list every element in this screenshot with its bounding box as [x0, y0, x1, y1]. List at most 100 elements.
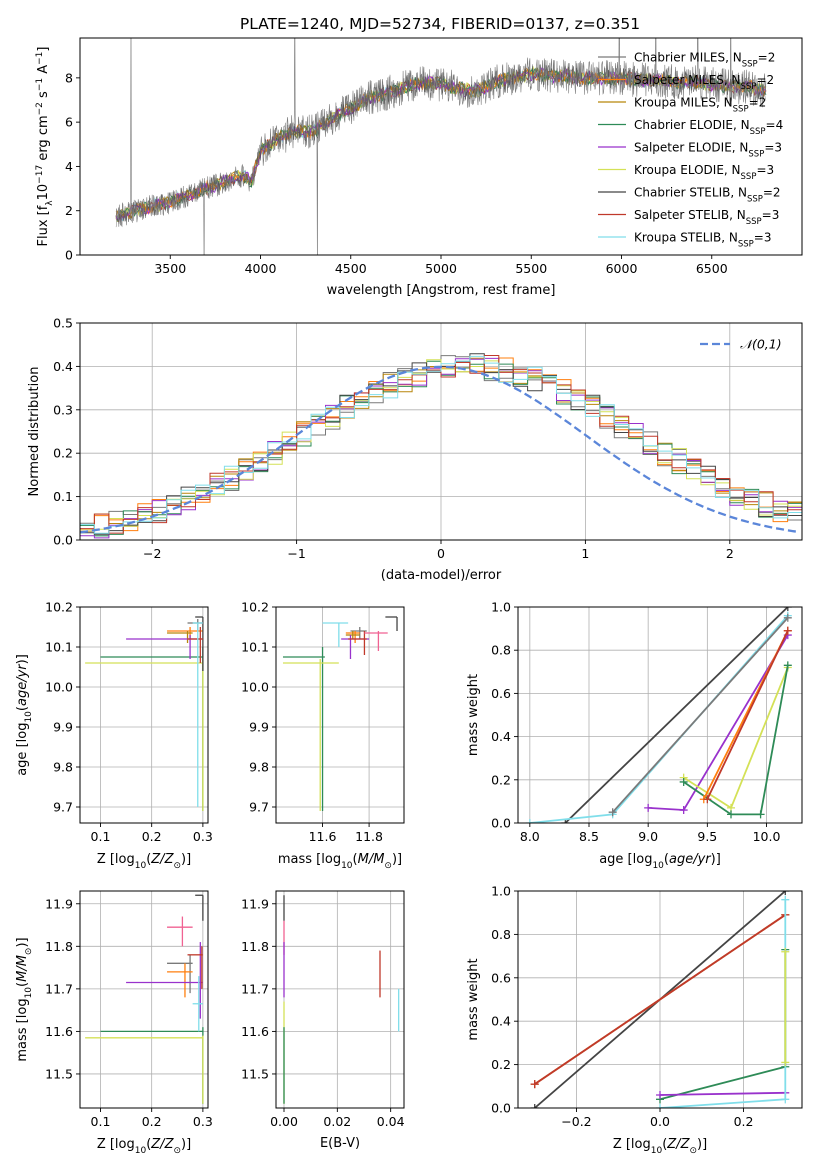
- mass_vs_Z-xlabel-part: ⊙: [173, 1146, 181, 1156]
- legend-label: Chabrier ELODIE, NSSP=4: [634, 118, 783, 137]
- errorbar-point: [348, 631, 367, 655]
- legend-label: 𝒩(0,1): [740, 337, 782, 352]
- y-tick-label: 8: [65, 70, 73, 85]
- x-tick-label: 11.8: [355, 829, 383, 844]
- mass_vs_ebv-plot-area: [283, 895, 400, 1104]
- legend-label-tail: =4: [766, 118, 784, 132]
- age_vs_mass-xlabel-part: (: [353, 852, 358, 867]
- spectrum-ylabel-part: −2: [35, 102, 45, 115]
- weight-line: [534, 914, 786, 1085]
- errorbar-point: [322, 622, 349, 647]
- legend-label-tail: =3: [764, 141, 782, 155]
- y-tick-label: 11.9: [241, 896, 269, 911]
- mass_weight_vs_Z-frame: [517, 890, 803, 1109]
- legend-label-text: Chabrier ELODIE, N: [634, 118, 750, 132]
- weight-marker: [781, 891, 790, 895]
- y-tick-label: 11.6: [45, 1024, 73, 1039]
- legend-label: Chabrier MILES, NSSP=2: [634, 51, 775, 70]
- errorbar-point: [167, 954, 193, 994]
- age_vs_mass-xlabel-part: ⊙: [384, 861, 392, 871]
- errorbar-point: [195, 894, 204, 921]
- weight-marker: [530, 1104, 539, 1108]
- y-tick-label: 11.5: [241, 1066, 269, 1081]
- y-tick-label: 9.7: [53, 800, 73, 815]
- spectrum-xlabel: wavelength [Angstrom, rest frame]: [327, 283, 556, 298]
- mass_vs_Z-xlabel-part: (: [146, 1137, 151, 1152]
- observed-spectrum-dark: [115, 65, 767, 228]
- spectrum-ylabel-part: erg cm: [36, 115, 51, 164]
- errorbar-point: [187, 627, 203, 663]
- weight-marker: [679, 777, 688, 786]
- spectrum-frame: [79, 37, 803, 256]
- legend-label-tail: =3: [756, 163, 774, 177]
- y-tick-label: 10.2: [45, 600, 73, 615]
- errorbar-point: [195, 616, 204, 671]
- mass_vs_Z-ylabel-part: M/M: [15, 955, 30, 982]
- y-tick-label: 9.8: [53, 760, 73, 775]
- age_vs_Z-ylabel-part: 10: [24, 711, 34, 723]
- x-tick-label: 0: [437, 546, 445, 561]
- mass_weight_vs_age-xlabel-part: (: [664, 852, 669, 867]
- mass_weight_vs_age-xlabel-part: )]: [711, 852, 721, 867]
- age_vs_mass-xlabel-part: 10: [341, 861, 353, 871]
- mass_weight_vs_age-xlabel-part: 10: [652, 861, 664, 871]
- x-tick-label: 8.5: [579, 829, 599, 844]
- mass_weight_vs_Z-xlabel-part: Z/Z: [666, 1137, 690, 1152]
- age_vs_mass-frame: [275, 606, 405, 824]
- x-tick-label: 5000: [425, 261, 457, 276]
- mass_vs_Z-panel: 0.1 0.2 0.311.511.611.711.811.9Z [log10(Z/…: [15, 890, 213, 1156]
- age_vs_Z-xlabel: Z [log10(Z/Z⊙)]: [97, 852, 191, 871]
- y-tick-label: 0.4: [53, 359, 73, 374]
- legend-label-sub: SSP: [746, 217, 762, 227]
- x-tick-label: 4500: [335, 261, 367, 276]
- errorbar-point: [167, 916, 193, 947]
- x-tick-label: 0.04: [377, 1114, 405, 1129]
- x-tick-label: 8.0: [520, 829, 540, 844]
- residuals-xlabel: (data-model)/error: [381, 568, 502, 583]
- x-tick-label: −0.2: [561, 1114, 591, 1129]
- mass_vs_Z-ylabel-part: (: [15, 982, 30, 987]
- residuals-ylabel: Normed distribution: [27, 367, 42, 497]
- mass_vs_Z-ylabel-part: 10: [24, 987, 34, 999]
- spectrum-ylabel-part: −1: [35, 52, 45, 65]
- legend-label-tail: =2: [758, 51, 776, 65]
- mass_vs_Z-ylabel: mass [log10(M/M⊙)]: [15, 937, 34, 1061]
- y-tick-label: 0.6: [491, 686, 511, 701]
- x-tick-label: 4000: [245, 261, 277, 276]
- y-tick-label: 0.2: [53, 446, 73, 461]
- y-tick-label: 9.7: [249, 800, 269, 815]
- y-tick-label: 11.7: [241, 981, 269, 996]
- y-tick-label: 0.6: [491, 970, 511, 985]
- age_vs_mass-xlabel-part: )]: [392, 852, 402, 867]
- residuals-plot-area: [80, 353, 802, 539]
- spectrum-ylabel-part: 10: [36, 184, 51, 201]
- y-tick-label: 11.8: [45, 939, 73, 954]
- x-tick-label: 0.0: [650, 1114, 670, 1129]
- mass_vs_Z-ylabel-part: mass [log: [15, 998, 30, 1061]
- x-tick-label: 11.6: [309, 829, 337, 844]
- errorbar-point: [282, 659, 339, 811]
- errorbar-point: [364, 631, 388, 651]
- y-tick-label: 0.3: [53, 402, 73, 417]
- weight-marker: [783, 607, 792, 611]
- weight-marker: [781, 1095, 790, 1104]
- y-tick-label: 10.1: [241, 640, 269, 655]
- x-tick-label: 6500: [696, 261, 728, 276]
- y-tick-label: 1.0: [491, 600, 511, 615]
- y-tick-label: 0.8: [491, 927, 511, 942]
- legend-label-sub: SSP: [750, 127, 766, 137]
- legend-label-text: Kroupa STELIB, N: [634, 231, 738, 245]
- y-tick-label: 0.8: [491, 643, 511, 658]
- weight-line: [659, 899, 787, 1108]
- weight-marker: [781, 1058, 790, 1067]
- y-tick-label: 11.6: [241, 1024, 269, 1039]
- x-tick-label: 9.5: [697, 829, 717, 844]
- mass_vs_ebv-panel: 0.00 0.02 0.04 11.5 11.6 11.7 11.8 11.9 E(B-V): [241, 890, 405, 1151]
- x-tick-label: 0.00: [270, 1114, 298, 1129]
- age_vs_Z-xlabel-part: )]: [181, 852, 191, 867]
- residuals-frame: [79, 322, 803, 541]
- weight-marker: [783, 661, 792, 670]
- legend-label-text: Chabrier STELIB, N: [634, 186, 747, 200]
- errorbar-point: [126, 942, 203, 1019]
